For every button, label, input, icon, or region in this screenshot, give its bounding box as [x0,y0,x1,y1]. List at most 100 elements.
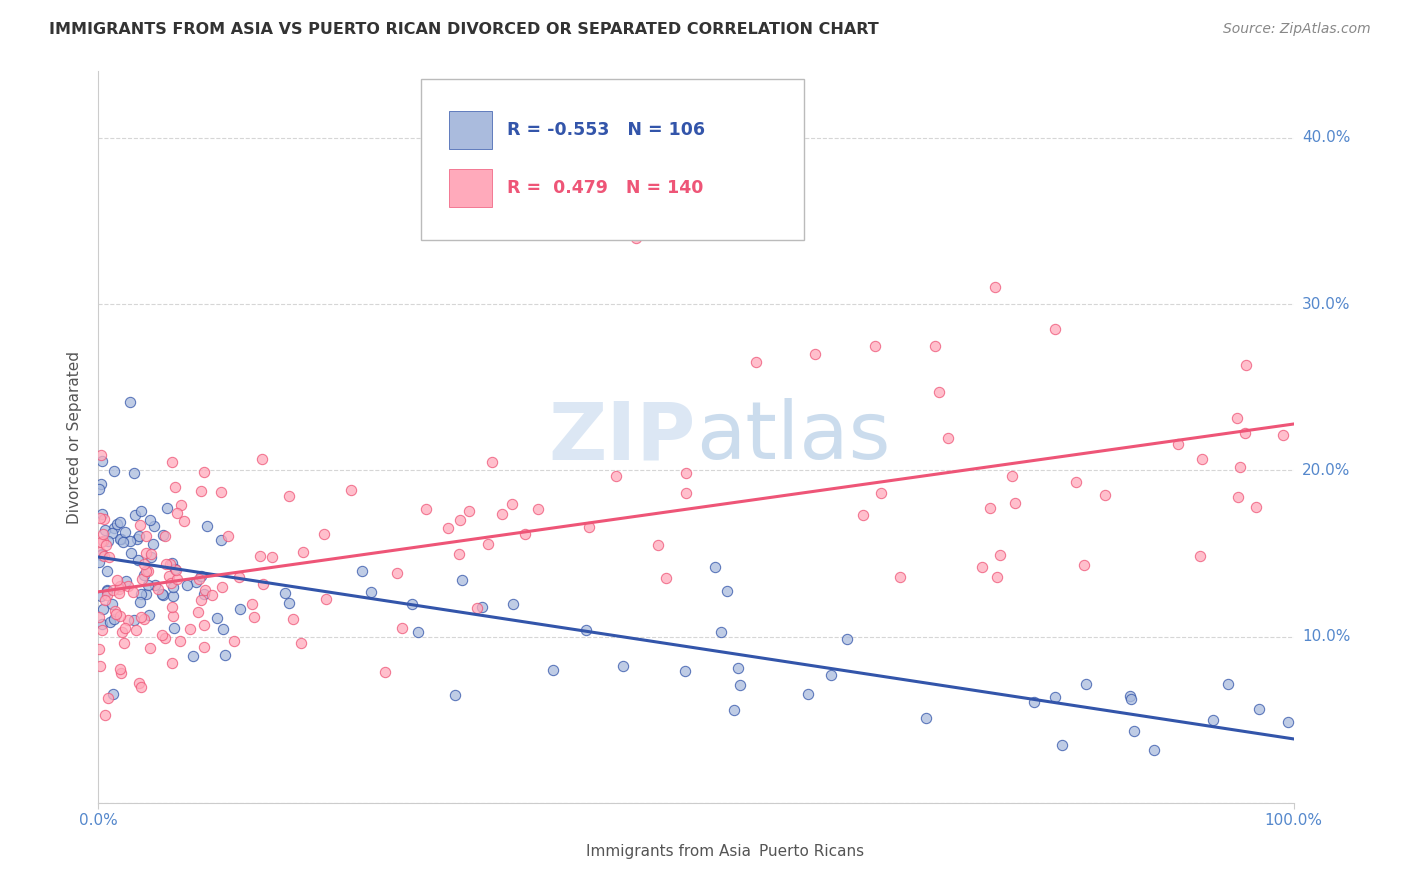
Point [87,642,110,657]
Point [97,691,120,706]
Point [89,659,111,673]
Point [491,507,513,521]
Point [195,518,218,533]
Point [851,508,873,522]
Point [108,578,131,592]
Point [655,571,678,585]
Point [1167,437,1189,451]
Point [437,521,460,535]
Point [94,538,117,552]
Point [96,583,118,598]
Text: Source: ZipAtlas.com: Source: ZipAtlas.com [1223,22,1371,37]
Point [105,517,128,532]
Point [360,585,382,599]
Point [138,607,160,622]
Point [184,575,207,590]
Point [139,550,162,565]
Point [190,483,212,498]
Point [176,578,198,592]
Text: atlas: atlas [696,398,890,476]
Point [162,580,184,594]
Point [1024,695,1046,709]
Point [543,664,565,678]
Point [181,648,204,663]
FancyBboxPatch shape [724,839,754,864]
Point [1119,692,1142,706]
Point [723,703,745,717]
Point [98,550,121,565]
Point [93,527,115,541]
Point [129,518,152,533]
Point [1226,491,1249,505]
Point [169,634,191,648]
Point [188,572,211,586]
Point [120,394,142,409]
Point [129,595,152,609]
Text: ZIP: ZIP [548,398,696,476]
Point [200,588,222,602]
Point [352,565,374,579]
Text: IMMIGRANTS FROM ASIA VS PUERTO RICAN DIVORCED OR SEPARATED CORRELATION CHART: IMMIGRANTS FROM ASIA VS PUERTO RICAN DIV… [49,22,879,37]
Point [1277,714,1299,729]
Point [938,431,960,445]
Point [173,514,195,528]
Point [134,567,156,582]
Point [1004,496,1026,510]
Point [229,602,252,616]
Point [228,570,250,584]
Point [315,592,337,607]
Point [150,628,173,642]
Text: Puerto Ricans: Puerto Ricans [759,845,865,859]
Point [96,589,118,603]
Point [1119,689,1142,703]
Point [160,455,183,469]
Point [928,384,950,399]
Point [93,523,115,537]
Point [193,587,215,601]
Point [162,609,184,624]
Point [915,711,938,725]
Point [118,533,141,548]
Point [647,538,669,552]
Point [408,625,430,640]
Point [160,576,183,591]
Point [138,577,160,591]
Point [1226,411,1249,425]
Point [578,520,600,534]
Point [155,529,177,543]
Point [1233,426,1256,441]
Point [128,529,150,543]
Point [1143,743,1166,757]
Point [249,549,271,564]
Point [142,537,165,551]
Text: R =  0.479   N = 140: R = 0.479 N = 140 [508,179,703,197]
Point [90,476,112,491]
Point [401,597,423,611]
Point [139,641,162,656]
Point [110,666,132,681]
Point [110,532,132,546]
Point [90,535,112,549]
Point [728,678,751,692]
Point [104,604,127,618]
Point [91,534,114,549]
Point [1122,723,1144,738]
Point [211,580,233,594]
Point [277,490,299,504]
Point [278,596,301,610]
Point [820,668,842,682]
Point [165,563,187,577]
Point [1229,459,1251,474]
Point [96,584,118,599]
Point [391,621,413,635]
Point [166,506,188,520]
Point [114,574,136,589]
Point [135,587,157,601]
Text: Immigrants from Asia: Immigrants from Asia [586,845,751,859]
Point [675,486,697,500]
Point [1249,701,1271,715]
Point [146,582,169,596]
Point [104,607,127,622]
Point [103,521,125,535]
Y-axis label: Divorced or Separated: Divorced or Separated [67,351,83,524]
